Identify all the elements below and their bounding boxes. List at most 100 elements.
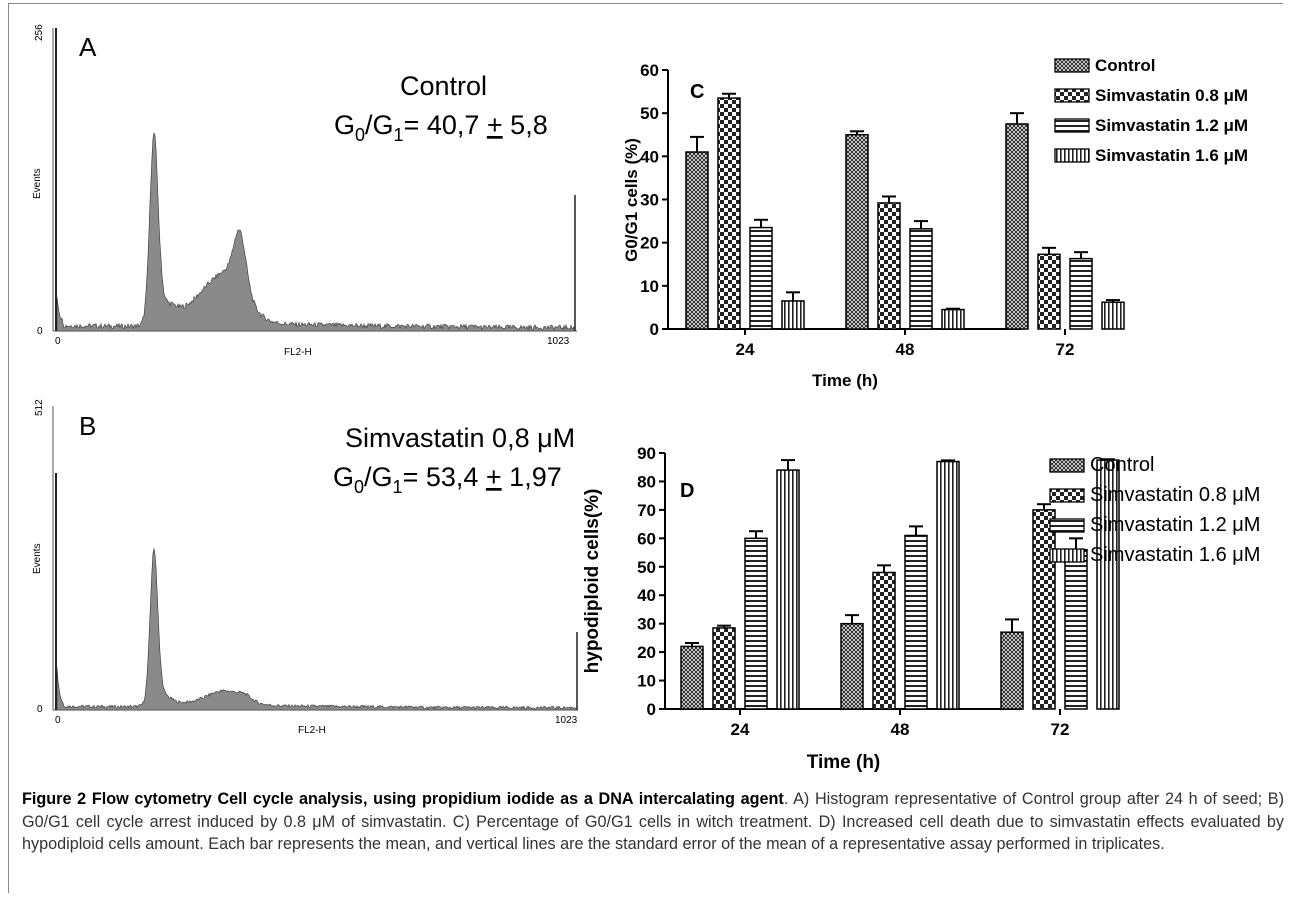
legend-swatch <box>1049 488 1085 503</box>
panel-b-y-max-label: 512 <box>34 399 45 416</box>
panel-a-stat: G0/G1= 40,7 + 5,8 <box>334 110 548 145</box>
bar <box>840 622 864 710</box>
panel-c-y-tick-label: 10 <box>640 277 659 296</box>
panel-d-y-tick-label: 20 <box>637 643 656 662</box>
bar <box>744 537 768 710</box>
bar <box>941 308 965 330</box>
panel-d-y-tick-label: 80 <box>637 472 656 491</box>
panel-d-x-tick-label: 24 <box>731 720 750 739</box>
bar <box>1064 548 1088 710</box>
panel-c-y-tick-label: 40 <box>640 147 659 166</box>
panel-c-x-axis-label: Time (h) <box>812 371 878 390</box>
panel-b-letter: B <box>79 411 96 441</box>
panel-a-letter: A <box>79 32 97 62</box>
bar <box>749 226 773 330</box>
legend-swatch <box>1054 88 1090 103</box>
panel-b-x-min-label: 0 <box>55 715 61 726</box>
panel-d-y-tick-label: 60 <box>637 529 656 548</box>
panel-d-y-tick-label: 90 <box>637 444 656 463</box>
figure-caption: Figure 2 Flow cytometry Cell cycle analy… <box>22 788 1284 856</box>
legend-swatch <box>1054 58 1090 73</box>
bar <box>680 645 704 710</box>
panel-d-y-tick-label: 50 <box>637 558 656 577</box>
bar <box>1037 253 1061 330</box>
bar <box>904 534 928 710</box>
panel-d-y-tick-label: 30 <box>637 615 656 634</box>
panel-d-y-tick-label: 70 <box>637 501 656 520</box>
panel-b-condition: Simvastatin 0,8 μM <box>345 423 575 453</box>
panel-d-chart: 0 10 20 30 40 50 60 70 80 90 hypodiploid cells(%) D… <box>582 444 1260 773</box>
bar <box>909 228 933 330</box>
panel-b-histogram <box>56 548 577 711</box>
panel-c-y-tick-label: 30 <box>640 191 659 210</box>
bar <box>877 202 901 330</box>
panel-d-y-tick-label: 0 <box>647 700 656 719</box>
bar <box>1101 301 1125 330</box>
panel-a-histogram <box>56 131 575 332</box>
legend-label: Simvastatin 1.2 μM <box>1090 514 1260 536</box>
panel-c-x-tick-label: 72 <box>1056 340 1075 359</box>
panel-c-y-tick-label: 0 <box>650 320 659 339</box>
figure-frame-left <box>8 3 9 893</box>
figure-frame-top <box>8 3 1283 4</box>
panel-c-y-tick-label: 50 <box>640 104 659 123</box>
panel-d-x-axis-label: Time (h) <box>807 752 881 773</box>
panel-a-y-axis-label: Events <box>32 168 43 199</box>
legend-swatch <box>1049 458 1085 473</box>
panel-c-y-tick-label: 20 <box>640 234 659 253</box>
legend-swatch <box>1049 518 1085 533</box>
caption-title: Figure 2 Flow cytometry Cell cycle analy… <box>22 790 784 808</box>
panel-c-y-tick-label: 60 <box>640 61 659 80</box>
panel-b-y-axis-label: Events <box>32 543 43 574</box>
panel-d-y-tick-label: 40 <box>637 586 656 605</box>
panel-b-x-axis-label: FL2-H <box>298 725 326 736</box>
bar <box>1000 631 1024 710</box>
panel-c-x-tick-label: 48 <box>896 340 915 359</box>
panel-a-x-max-label: 1023 <box>547 336 570 347</box>
bar <box>776 469 800 710</box>
bar <box>717 97 741 330</box>
legend-swatch <box>1049 548 1085 563</box>
panel-c-x-tick-label: 24 <box>736 340 755 359</box>
panel-b-y-zero-label: 0 <box>37 704 43 715</box>
bar <box>872 571 896 710</box>
panel-c-letter: C <box>690 81 704 103</box>
panel-b-stat: G0/G1= 53,4 + 1,97 <box>333 462 562 497</box>
panel-a-y-zero-label: 0 <box>37 326 43 337</box>
legend-label: Simvastatin 0.8 μM <box>1095 86 1248 105</box>
legend-label: Simvastatin 1.6 μM <box>1095 146 1248 165</box>
legend-label: Simvastatin 1.6 μM <box>1090 544 1260 566</box>
panel-c-chart: 0 10 20 30 40 50 60 G0/G1 cells (%) C 24 48 72 Time … <box>622 56 1248 390</box>
bar <box>1005 123 1029 330</box>
panel-d-letter: D <box>680 480 694 502</box>
panel-a: A Control G0/G1= 40,7 + 5,8 256 0 Events… <box>32 24 577 358</box>
caption-body: . A) Histogram representative of Control… <box>22 790 1284 853</box>
bar <box>1069 257 1093 330</box>
panel-d-y-tick-label: 10 <box>637 672 656 691</box>
panel-c-y-axis-label: G0/G1 cells (%) <box>622 138 641 262</box>
bar <box>781 300 805 330</box>
panel-d-x-tick-label: 72 <box>1051 720 1070 739</box>
bar <box>712 627 736 710</box>
legend-label: Simvastatin 0.8 μM <box>1090 484 1260 506</box>
legend-label: Control <box>1095 56 1155 75</box>
legend-label: Simvastatin 1.2 μM <box>1095 116 1248 135</box>
panel-b-x-max-label: 1023 <box>555 715 578 726</box>
panel-a-y-max-label: 256 <box>34 24 45 41</box>
panel-d-x-tick-label: 48 <box>891 720 910 739</box>
bar <box>1032 509 1056 710</box>
panel-b: B Simvastatin 0,8 μM G0/G1= 53,4 + 1,97 … <box>32 399 578 736</box>
bar <box>936 460 960 710</box>
panel-a-x-axis-label: FL2-H <box>284 347 312 358</box>
bar <box>845 134 869 330</box>
panel-a-condition: Control <box>400 71 487 101</box>
legend-swatch <box>1054 118 1090 133</box>
panel-d-y-axis-label: hypodiploid cells(%) <box>582 489 603 674</box>
panel-a-x-min-label: 0 <box>55 336 61 347</box>
legend-swatch <box>1054 148 1090 163</box>
bar <box>685 151 709 330</box>
legend-label: Control <box>1090 454 1154 476</box>
